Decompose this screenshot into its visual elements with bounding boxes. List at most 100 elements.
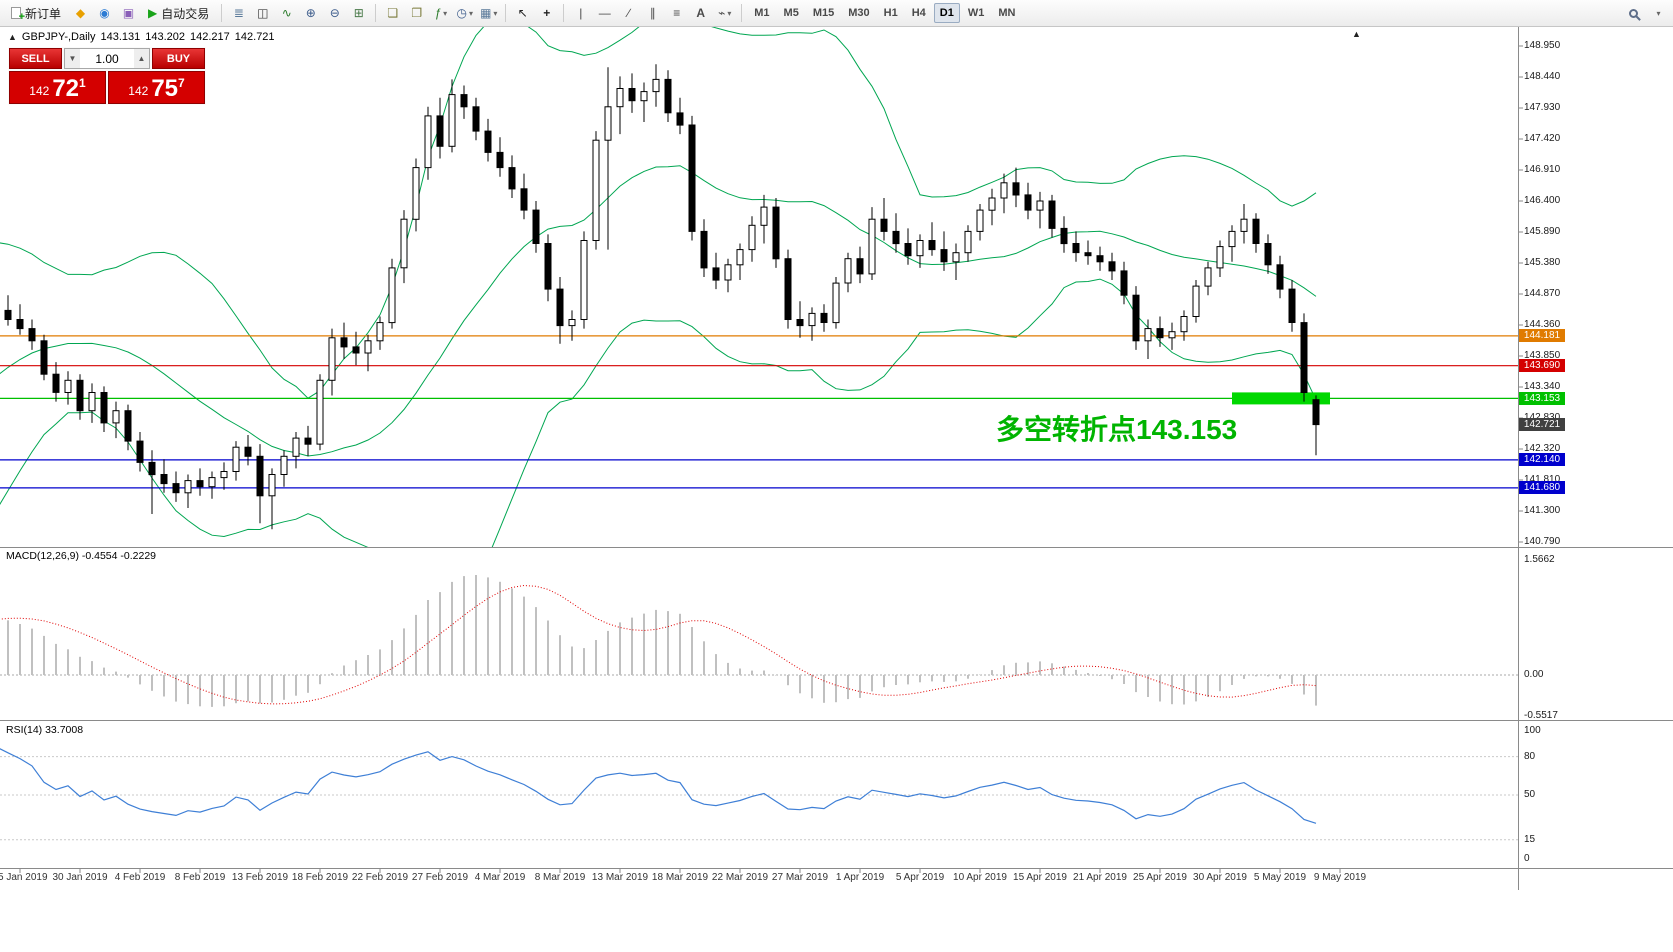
toolbar-separator bbox=[375, 4, 377, 22]
cascade-windows-icon: ❐ bbox=[411, 6, 423, 20]
autotrading-label: 自动交易 bbox=[161, 6, 210, 21]
bar-chart-icon: ≣ bbox=[233, 6, 244, 20]
one-click-trade-panel: SELL ▼ ▲ BUY 142 72 1 142 75 7 bbox=[8, 47, 206, 105]
tile-windows-button[interactable]: ❏ bbox=[381, 2, 404, 24]
search-button[interactable] bbox=[1622, 2, 1645, 24]
fibonacci-button[interactable]: ≡ bbox=[665, 2, 688, 24]
timeframe-W1[interactable]: W1 bbox=[967, 7, 985, 19]
chevron-down-icon: ▾ bbox=[469, 8, 474, 18]
buy-price-sup: 7 bbox=[178, 76, 185, 90]
sell-price-sup: 1 bbox=[79, 76, 86, 90]
toolbar-options-button[interactable]: ▾ bbox=[1646, 2, 1669, 24]
buy-label: BUY bbox=[166, 52, 191, 65]
indicators-button[interactable]: ƒ ▾ bbox=[429, 2, 452, 24]
terminal-button[interactable]: ▣ bbox=[117, 2, 140, 24]
timeframe-D1[interactable]: D1 bbox=[933, 3, 960, 23]
volume-decrease-button[interactable]: ▼ bbox=[65, 49, 80, 68]
trendline-button[interactable]: ∕ bbox=[617, 2, 640, 24]
vertical-line-button[interactable]: | bbox=[569, 2, 592, 24]
volume-input[interactable] bbox=[80, 49, 134, 68]
buy-price-button[interactable]: 142 75 7 bbox=[108, 71, 205, 104]
scroll-to-end-marker[interactable]: ▲ bbox=[1352, 29, 1361, 39]
buy-price-pips: 75 bbox=[151, 75, 179, 102]
volume-increase-button[interactable]: ▲ bbox=[134, 49, 149, 68]
rsi-label: RSI(14) 33.7008 bbox=[6, 724, 84, 736]
new-order-button[interactable]: 新订单 bbox=[4, 2, 68, 24]
sell-label: SELL bbox=[21, 52, 50, 65]
arrows-tool-button[interactable]: ⌁ ▾ bbox=[713, 2, 736, 24]
timeframe-H4[interactable]: H4 bbox=[911, 7, 926, 19]
annotation-text[interactable]: 多空转折点143.153 bbox=[996, 414, 1238, 445]
ohlc-low: 142.217 bbox=[190, 31, 230, 43]
sell-price-button[interactable]: 142 72 1 bbox=[9, 71, 106, 104]
toolbar-separator bbox=[505, 4, 507, 22]
channel-icon: ∥ bbox=[649, 6, 656, 20]
text-tool-button[interactable]: A bbox=[689, 2, 712, 24]
chevron-down-icon: ▾ bbox=[1656, 8, 1661, 18]
toolbar-separator bbox=[741, 4, 743, 22]
grid-icon: ⊞ bbox=[353, 6, 364, 20]
horizontal-line-icon: — bbox=[598, 6, 611, 20]
chevron-down-icon: ▾ bbox=[443, 8, 448, 18]
timeframe-M5[interactable]: M5 bbox=[783, 7, 799, 19]
indicators-icon: ƒ bbox=[434, 6, 442, 20]
timeframe-M30[interactable]: M30 bbox=[848, 7, 870, 19]
ohlc-close: 142.721 bbox=[234, 31, 275, 43]
new-order-label: 新订单 bbox=[25, 6, 62, 21]
bar-chart-type-button[interactable]: ≣ bbox=[227, 2, 250, 24]
timeframe-H1[interactable]: H1 bbox=[883, 7, 898, 19]
autotrading-play-icon: ▶ bbox=[148, 6, 158, 20]
buy-button[interactable]: BUY bbox=[152, 48, 205, 69]
tile-windows-icon: ❏ bbox=[387, 6, 399, 20]
channel-button[interactable]: ∥ bbox=[641, 2, 664, 24]
fibonacci-icon: ≡ bbox=[673, 6, 681, 20]
periods-button[interactable]: ◷ ▾ bbox=[453, 2, 476, 24]
zoom-in-button[interactable]: ⊕ bbox=[299, 2, 322, 24]
market-watch-button[interactable]: ◆ bbox=[69, 2, 92, 24]
market-watch-icon: ◆ bbox=[75, 6, 86, 20]
autotrading-button[interactable]: ▶ 自动交易 bbox=[141, 2, 216, 24]
sell-price-main: 142 bbox=[29, 84, 50, 98]
grid-button[interactable]: ⊞ bbox=[347, 2, 370, 24]
crosshair-icon: + bbox=[543, 6, 551, 20]
toolbar-separator bbox=[563, 4, 565, 22]
search-icon bbox=[1629, 8, 1638, 18]
timeframe-M15[interactable]: M15 bbox=[812, 7, 835, 19]
chart-canvas[interactable] bbox=[0, 27, 1673, 952]
ohlc-open: 143.131 bbox=[100, 31, 141, 43]
cascade-windows-button[interactable]: ❐ bbox=[405, 2, 428, 24]
text-tool-icon: A bbox=[696, 6, 706, 20]
arrow-tool-icon: ⌁ bbox=[718, 6, 726, 20]
sell-button[interactable]: SELL bbox=[9, 48, 62, 69]
candlestick-icon: ◫ bbox=[257, 6, 269, 20]
timeframe-M1[interactable]: M1 bbox=[754, 7, 770, 19]
sell-price-pips: 72 bbox=[52, 75, 80, 102]
timeframe-MN[interactable]: MN bbox=[998, 7, 1016, 19]
toolbar-separator bbox=[221, 4, 223, 22]
line-chart-icon: ∿ bbox=[281, 6, 292, 20]
line-chart-type-button[interactable]: ∿ bbox=[275, 2, 298, 24]
data-window-icon: ◉ bbox=[99, 6, 110, 20]
buy-price-main: 142 bbox=[128, 84, 149, 98]
horizontal-line-button[interactable]: — bbox=[593, 2, 616, 24]
template-icon: ▦ bbox=[480, 6, 492, 20]
zoom-out-button[interactable]: ⊖ bbox=[323, 2, 346, 24]
volume-stepper: ▼ ▲ bbox=[64, 48, 150, 69]
data-window-button[interactable]: ◉ bbox=[93, 2, 116, 24]
zoom-out-icon: ⊖ bbox=[329, 6, 340, 20]
terminal-icon: ▣ bbox=[122, 6, 135, 20]
ohlc-header: ▲ GBPJPY-,Daily 143.131 143.202 142.217 142.7… bbox=[8, 31, 280, 43]
crosshair-button[interactable]: + bbox=[535, 2, 558, 24]
new-order-icon bbox=[11, 7, 25, 23]
cursor-icon: ↖ bbox=[517, 6, 528, 20]
clock-icon: ◷ bbox=[456, 6, 467, 20]
chevron-down-icon: ▾ bbox=[727, 8, 732, 18]
chevron-down-icon: ▾ bbox=[493, 8, 498, 18]
templates-button[interactable]: ▦ ▾ bbox=[477, 2, 500, 24]
cursor-button[interactable]: ↖ bbox=[511, 2, 534, 24]
ohlc-high: 143.202 bbox=[145, 31, 186, 43]
one-click-collapse-icon[interactable]: ▲ bbox=[8, 32, 17, 42]
candle-chart-type-button[interactable]: ◫ bbox=[251, 2, 274, 24]
macd-label: MACD(12,26,9) -0.4554 -0.2229 bbox=[6, 550, 156, 562]
